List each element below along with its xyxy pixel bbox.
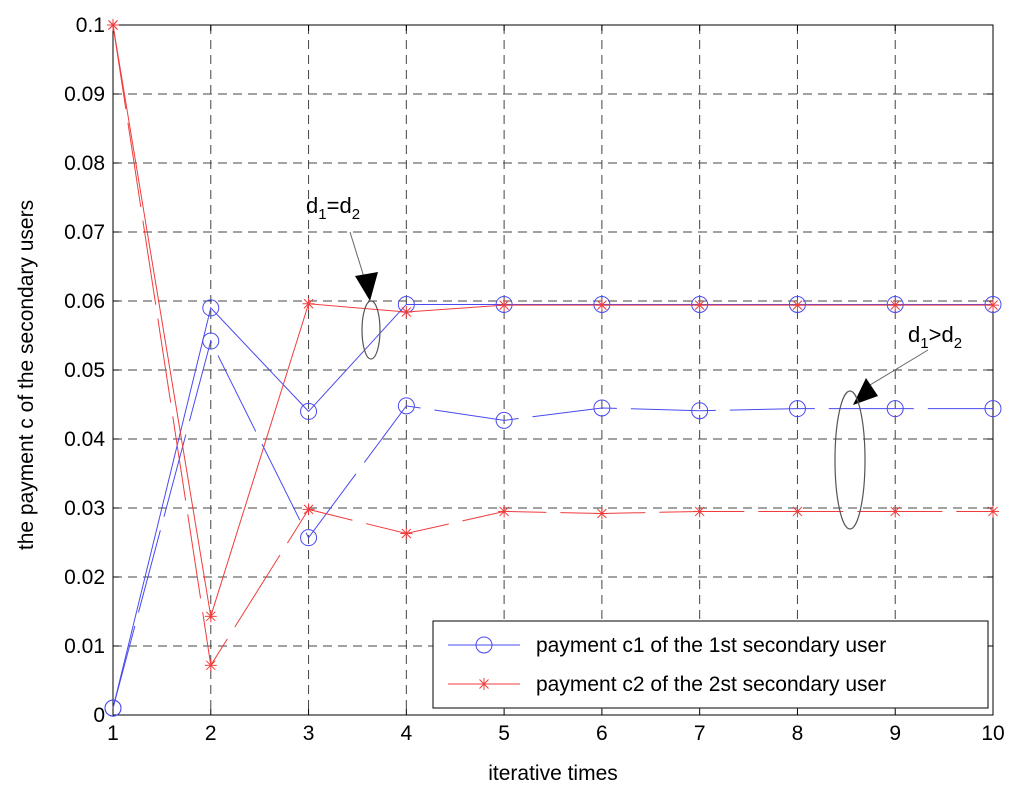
annotation-greater-arrow-line <box>869 349 929 386</box>
data-point-star <box>498 505 511 518</box>
series-2-case-1 <box>107 19 999 623</box>
data-point-circle <box>593 295 611 313</box>
series-line <box>112 303 993 709</box>
y-tick-label: 0.01 <box>64 635 105 658</box>
legend-box <box>432 620 989 709</box>
legend: payment c1 of the 1st secondary user pay… <box>432 620 989 709</box>
series-line <box>112 24 993 617</box>
data-point-star <box>204 610 217 623</box>
data-point-star <box>987 505 999 518</box>
data-point-circle <box>202 299 220 317</box>
data-point-circle <box>886 295 904 313</box>
data-point-circle <box>202 332 220 350</box>
x-tick-label: 10 <box>981 722 1004 745</box>
y-tick-label: 0.04 <box>64 428 105 451</box>
x-axis-label: iterative times <box>488 762 618 785</box>
data-point-circle <box>984 295 1002 313</box>
x-tick-label: 8 <box>792 722 804 745</box>
data-point-circle <box>691 402 709 420</box>
series-line <box>112 339 993 709</box>
y-tick-label: 0 <box>93 704 105 727</box>
data-point-star <box>302 503 315 516</box>
series-2-case-2 <box>107 19 999 672</box>
series-1-case-2 <box>104 332 1002 717</box>
x-tick-label: 9 <box>889 722 901 745</box>
data-point-circle <box>300 402 318 420</box>
data-point-circle <box>495 411 513 429</box>
annotation-greater: d1>d2 <box>834 322 962 530</box>
x-tick-label: 1 <box>107 722 119 745</box>
data-point-circle <box>397 397 415 415</box>
data-point-star <box>107 19 119 31</box>
annotation-equal-ellipse <box>361 300 381 360</box>
data-point-circle <box>300 529 318 547</box>
y-tick-label: 0.05 <box>64 359 105 382</box>
x-tick-label: 7 <box>694 722 706 745</box>
x-tick-label: 5 <box>498 722 510 745</box>
y-tick-label: 0.06 <box>64 290 105 313</box>
y-tick-label: 0.03 <box>64 497 105 520</box>
legend-marker-circle-icon <box>475 636 493 654</box>
legend-marker-star-icon <box>478 678 490 690</box>
data-point-circle <box>495 295 513 313</box>
legend-item-c2: payment c2 of the 2st secondary user <box>448 673 886 696</box>
x-tick-label: 4 <box>400 722 412 745</box>
data-point-star <box>693 505 706 518</box>
data-point-star <box>791 505 804 518</box>
series-layer <box>104 19 1002 717</box>
annotation-equal-label: d1=d2 <box>306 193 360 223</box>
data-point-star <box>791 299 804 312</box>
data-point-circle <box>593 399 611 417</box>
y-tick-label: 0.02 <box>64 566 105 589</box>
data-point-star <box>889 505 902 518</box>
annotation-equal-arrowhead <box>355 272 378 301</box>
x-tick-label: 2 <box>205 722 217 745</box>
annotation-greater-label: d1>d2 <box>908 322 962 352</box>
data-point-star <box>987 299 999 312</box>
legend-label-c1: payment c1 of the 1st secondary user <box>536 634 886 657</box>
y-tick-label: 0.09 <box>64 83 105 106</box>
data-point-star <box>693 299 706 312</box>
data-point-star <box>302 297 315 310</box>
data-point-star <box>400 527 413 540</box>
data-point-star <box>204 659 217 672</box>
data-point-circle <box>886 400 904 418</box>
y-axis-label: the payment c of the secondary users <box>15 200 38 550</box>
axis-ticks: 1 2 3 4 5 6 7 8 9 10 0 0.01 0.02 0.03 0.04 0.05 0.06 0.07… <box>64 14 1005 745</box>
series-line <box>112 24 993 667</box>
annotation-equal: d1=d2 <box>306 193 381 360</box>
data-point-star <box>498 299 511 312</box>
data-point-circle <box>984 400 1002 418</box>
data-point-circle <box>104 699 122 717</box>
y-tick-label: 0.08 <box>64 152 105 175</box>
data-point-star <box>595 507 608 520</box>
y-tick-label: 0.1 <box>76 14 105 37</box>
data-point-star <box>400 306 413 319</box>
data-point-star <box>889 299 902 312</box>
x-tick-label: 3 <box>303 722 315 745</box>
annotation-greater-arrowhead <box>853 378 878 405</box>
data-point-circle <box>691 295 709 313</box>
data-point-circle <box>788 400 806 418</box>
legend-item-c1: payment c1 of the 1st secondary user <box>448 634 886 657</box>
annotation-greater-ellipse <box>834 390 866 530</box>
x-tick-label: 6 <box>596 722 608 745</box>
legend-label-c2: payment c2 of the 2st secondary user <box>536 673 886 696</box>
y-tick-label: 0.07 <box>64 221 105 244</box>
data-point-circle <box>788 295 806 313</box>
data-point-star <box>595 299 608 312</box>
